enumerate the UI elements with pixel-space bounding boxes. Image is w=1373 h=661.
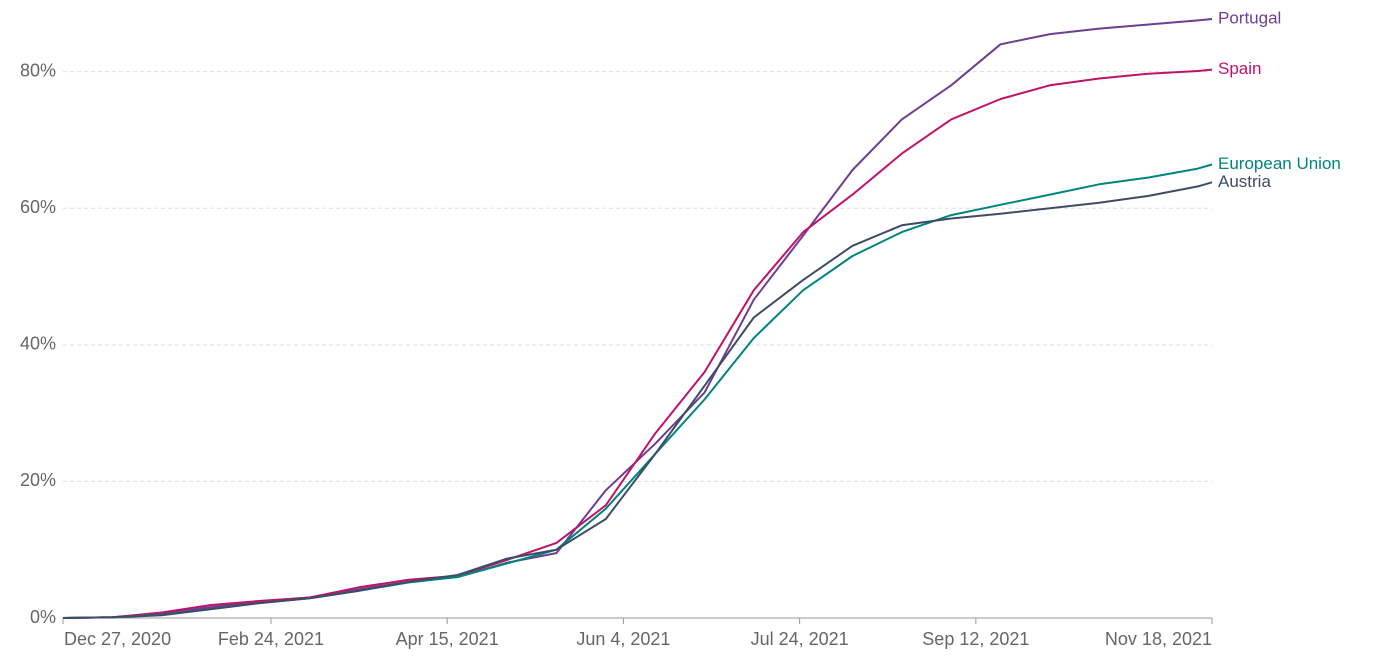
series-label: Spain [1218, 59, 1261, 78]
series-label: European Union [1218, 154, 1341, 173]
y-tick-label: 40% [20, 334, 56, 354]
series-line [62, 68, 1213, 619]
series-line [62, 181, 1213, 619]
x-tick-label: Dec 27, 2020 [64, 629, 171, 649]
x-tick-label: Apr 15, 2021 [396, 629, 499, 649]
series-line [62, 163, 1213, 619]
series-line [62, 18, 1213, 619]
x-tick-label: Jul 24, 2021 [751, 629, 849, 649]
series-label: Austria [1218, 172, 1271, 191]
y-tick-label: 80% [20, 60, 56, 80]
series-label: Portugal [1218, 9, 1281, 28]
x-tick-label: Sep 12, 2021 [922, 629, 1029, 649]
y-tick-label: 20% [20, 470, 56, 490]
x-tick-label: Jun 4, 2021 [576, 629, 670, 649]
y-tick-label: 0% [30, 607, 56, 627]
x-tick-label: Feb 24, 2021 [218, 629, 324, 649]
x-tick-label: Nov 18, 2021 [1105, 629, 1212, 649]
y-tick-label: 60% [20, 197, 56, 217]
